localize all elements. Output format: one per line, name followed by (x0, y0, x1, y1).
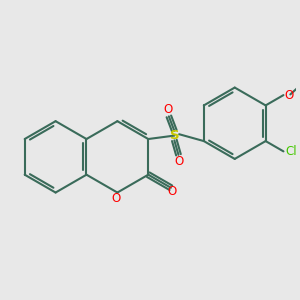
Text: S: S (169, 129, 179, 142)
Text: O: O (284, 88, 293, 102)
Text: O: O (175, 155, 184, 168)
Text: O: O (164, 103, 173, 116)
Text: O: O (111, 192, 121, 205)
Text: O: O (167, 185, 176, 198)
Text: Cl: Cl (286, 145, 297, 158)
